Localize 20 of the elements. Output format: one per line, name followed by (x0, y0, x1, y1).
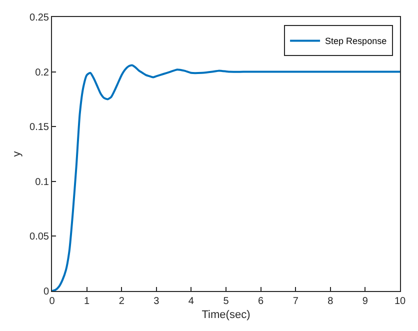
x-tick-label: 8 (328, 296, 334, 307)
y-tick-label: 0 (43, 286, 50, 298)
y-axis-title: y (11, 150, 24, 157)
x-tick-label: 10 (394, 296, 406, 307)
x-tick-label: 4 (188, 296, 194, 307)
y-tick-label: 0.25 (30, 12, 50, 24)
y-tick-label: 0.15 (30, 122, 50, 134)
x-tick-label: 5 (223, 296, 230, 307)
y-tick-label: 0.1 (35, 176, 50, 188)
x-axis-title: Time(sec) (202, 309, 250, 322)
y-tick-label: 0.2 (35, 67, 50, 78)
legend-label: Step Response (325, 36, 387, 46)
y-tick-label: 0.05 (30, 232, 50, 243)
x-tick-label: 1 (84, 296, 90, 307)
x-tick-label: 2 (118, 296, 125, 307)
x-tick-label: 3 (154, 296, 160, 307)
x-tick-label: 6 (258, 296, 264, 307)
x-tick-label: 9 (362, 296, 368, 307)
x-tick-label: 7 (292, 296, 299, 307)
line-series (52, 64, 400, 291)
